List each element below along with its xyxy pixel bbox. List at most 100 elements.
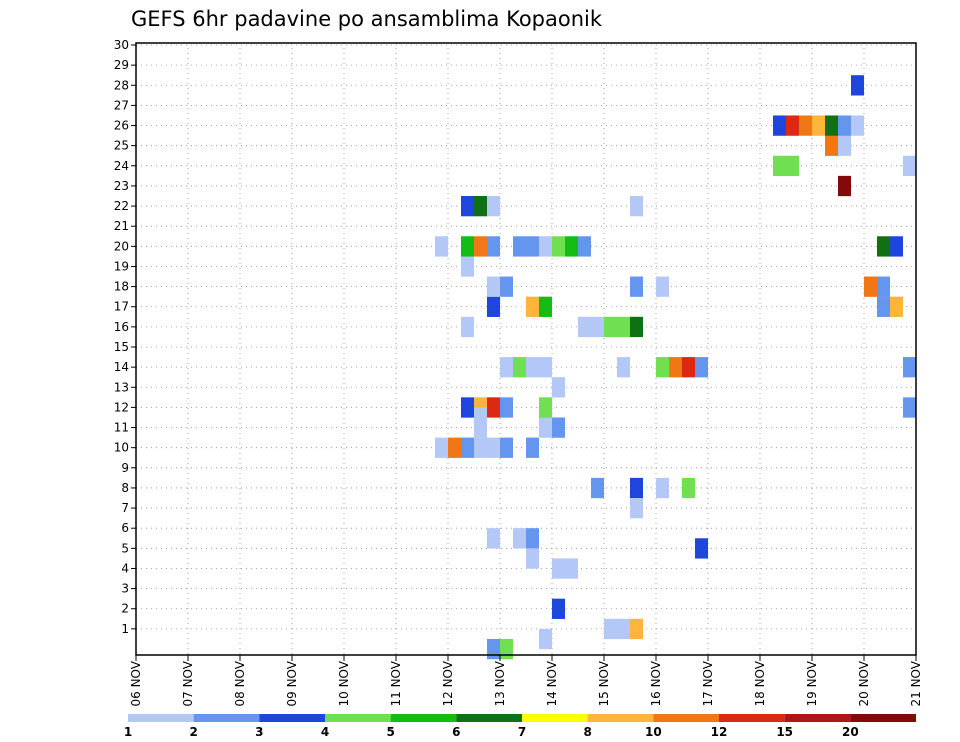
- heatmap-cell: [461, 256, 474, 277]
- heatmap-cell: [526, 236, 539, 257]
- heatmap-cell: [890, 296, 903, 317]
- heatmap-cell: [500, 397, 513, 418]
- heatmap-cell: [448, 437, 461, 458]
- y-tick-label: 2: [121, 602, 129, 616]
- y-tick-label: 28: [114, 78, 129, 92]
- heatmap-cell: [487, 437, 500, 458]
- heatmap-cell: [617, 357, 630, 378]
- heatmap-cell: [877, 296, 890, 317]
- y-tick-label: 8: [121, 481, 129, 495]
- heatmap-cell: [864, 276, 877, 297]
- x-tick-label: 08 NOV: [233, 660, 247, 706]
- y-tick-label: 23: [114, 179, 129, 193]
- data-cells: [435, 75, 916, 660]
- heatmap-cell: [630, 498, 643, 519]
- heatmap-cell: [474, 437, 487, 458]
- heatmap-cell: [591, 316, 604, 338]
- heatmap-cell: [773, 115, 786, 136]
- heatmap-cell: [877, 276, 890, 297]
- plot-frame: [135, 42, 917, 656]
- heatmap-cell: [812, 115, 825, 136]
- heatmap-cell: [539, 236, 552, 257]
- heatmap-cell: [825, 115, 838, 136]
- heatmap-cell: [565, 236, 578, 257]
- legend-swatch: [653, 714, 719, 722]
- heatmap-cell: [851, 75, 864, 96]
- x-tick-label: 11 NOV: [389, 660, 403, 706]
- x-axis-ticks: 06 NOV 07 NOV 08 NOV 09 NOV 10 NOV 11 NOV 12 N…: [129, 655, 923, 707]
- heatmap-cell: [435, 437, 448, 458]
- heatmap-cell: [617, 316, 630, 338]
- legend-label: 4: [321, 725, 329, 739]
- heatmap-cell: [526, 357, 539, 378]
- heatmap-cell: [552, 417, 565, 438]
- legend-label: 15: [776, 725, 793, 739]
- legend-swatch: [259, 714, 325, 722]
- heatmap-cell: [487, 276, 500, 297]
- y-axis-ticks: 1234567891011121314151617181920212223242…: [114, 38, 136, 636]
- heatmap-cell: [474, 236, 487, 257]
- y-tick-label: 9: [121, 461, 129, 475]
- y-tick-label: 24: [114, 159, 129, 173]
- legend-label: 7: [518, 725, 526, 739]
- legend-swatch: [128, 714, 194, 722]
- heatmap-cell: [474, 407, 487, 428]
- heatmap-cell: [552, 598, 565, 619]
- y-tick-label: 3: [121, 582, 129, 596]
- y-tick-label: 16: [114, 320, 129, 334]
- heatmap-cell: [539, 417, 552, 438]
- legend-swatch: [390, 714, 457, 722]
- y-tick-label: 21: [114, 219, 129, 233]
- heatmap-cell: [630, 618, 643, 640]
- heatmap-cell: [682, 477, 695, 499]
- heatmap-cell: [539, 296, 552, 317]
- heatmap-cell: [630, 477, 643, 499]
- heatmap-cell: [526, 296, 539, 317]
- x-tick-label: 10 NOV: [337, 660, 351, 706]
- heatmap-cell: [630, 196, 643, 217]
- y-tick-label: 15: [114, 340, 129, 354]
- legend-label: 5: [386, 725, 394, 739]
- heatmap-cell: [903, 357, 916, 378]
- heatmap-cell: [695, 357, 708, 378]
- heatmap-cell: [552, 377, 565, 398]
- y-tick-label: 20: [114, 239, 129, 253]
- x-tick-label: 09 NOV: [285, 660, 299, 706]
- heatmap-cell: [461, 236, 474, 257]
- legend-label: 3: [255, 725, 263, 739]
- heatmap-cell: [513, 357, 526, 378]
- heatmap-cell: [500, 437, 513, 458]
- y-tick-label: 14: [114, 360, 129, 374]
- heatmap-cell: [461, 397, 474, 418]
- heatmap-cell: [604, 618, 617, 640]
- x-tick-label: 06 NOV: [129, 660, 143, 706]
- heatmap-cell: [630, 316, 643, 338]
- y-tick-label: 10: [114, 441, 129, 455]
- heatmap-cell: [461, 437, 474, 458]
- heatmap-cell: [591, 477, 604, 499]
- legend-swatch: [456, 714, 522, 722]
- x-tick-label: 21 NOV: [909, 660, 923, 706]
- y-tick-label: 30: [114, 38, 129, 52]
- heatmap-cell: [578, 316, 591, 338]
- heatmap-cell: [617, 618, 630, 640]
- heatmap-cell: [461, 196, 474, 217]
- y-tick-label: 18: [114, 280, 129, 294]
- heatmap-cell: [630, 276, 643, 297]
- legend-swatch: [325, 714, 391, 722]
- heatmap-cell: [539, 628, 552, 650]
- heatmap-cell: [565, 558, 578, 579]
- legend-swatch: [784, 714, 851, 722]
- heatmap-cell: [474, 196, 487, 217]
- heatmap-cell: [526, 548, 539, 569]
- legend-swatch: [193, 714, 260, 722]
- x-tick-label: 17 NOV: [701, 660, 715, 706]
- x-tick-label: 20 NOV: [857, 660, 871, 706]
- y-tick-label: 25: [114, 139, 129, 153]
- heatmap-cell: [890, 236, 903, 257]
- legend-swatch: [850, 714, 916, 722]
- legend-label: 1: [124, 725, 132, 739]
- legend-label: 2: [189, 725, 197, 739]
- legend-label: 12: [711, 725, 728, 739]
